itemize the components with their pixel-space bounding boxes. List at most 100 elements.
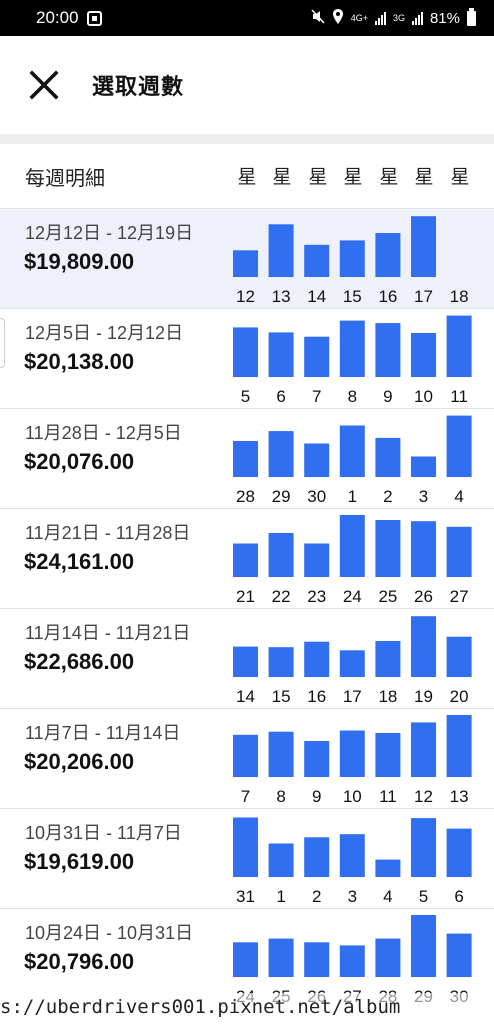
day-bar xyxy=(446,526,472,577)
day-label: 3 xyxy=(348,887,357,906)
day-bar xyxy=(233,441,258,477)
day-label: 10 xyxy=(414,387,433,406)
day-label: 24 xyxy=(343,587,362,606)
day-bar xyxy=(375,641,401,677)
day-bar xyxy=(411,616,436,677)
day-label: 25 xyxy=(378,587,397,606)
daily-bar-chart: 14 15 16 17 18 19 20 xyxy=(233,616,472,706)
day-label: 26 xyxy=(414,587,433,606)
day-bar xyxy=(233,817,258,877)
day-bar xyxy=(339,515,365,577)
day-bar xyxy=(268,843,294,877)
week-amount: $20,796.00 xyxy=(24,949,135,974)
day-bar xyxy=(446,415,472,477)
day-bar xyxy=(304,641,330,677)
day-label: 5 xyxy=(419,887,428,906)
day-bar xyxy=(375,938,401,977)
week-range: 12月5日 - 12月12日 xyxy=(25,323,184,343)
day-label: 11 xyxy=(379,787,397,806)
day-bar xyxy=(375,323,401,377)
day-bar xyxy=(375,733,401,777)
week-amount: $20,138.00 xyxy=(24,349,135,374)
day-bar xyxy=(446,933,472,977)
day-header: 星 xyxy=(414,167,434,188)
day-bar xyxy=(304,837,330,877)
day-label: 16 xyxy=(378,287,397,306)
header: 選取週數 xyxy=(0,36,494,134)
day-bar xyxy=(375,233,401,277)
week-row[interactable]: 12月12日 - 12月19日 $19,809.00 12 13 14 15 16 17 18 xyxy=(0,208,494,308)
battery-percent: 81% xyxy=(429,9,460,27)
day-label: 28 xyxy=(236,487,255,506)
day-bar xyxy=(339,650,365,677)
week-row[interactable]: 11月14日 - 11月21日 $22,686.00 14 15 16 17 18 19 20 xyxy=(0,608,494,708)
close-button[interactable] xyxy=(22,63,66,107)
day-bar xyxy=(233,543,258,577)
day-label: 14 xyxy=(236,687,255,706)
location-icon xyxy=(332,8,344,28)
day-label: 1 xyxy=(276,887,285,906)
week-row[interactable]: 12月5日 - 12月12日 $20,138.00 5 6 7 8 9 10 11 xyxy=(0,308,494,408)
day-header: 星 xyxy=(308,167,328,188)
day-bar xyxy=(304,244,330,277)
day-label: 5 xyxy=(241,387,250,406)
day-bar xyxy=(268,224,294,277)
week-row[interactable]: 11月28日 - 12月5日 $20,076.00 28 29 30 1 2 3 4 xyxy=(0,408,494,508)
day-bar xyxy=(268,731,294,777)
day-bar xyxy=(268,938,294,977)
day-label: 30 xyxy=(307,487,326,506)
signal-icon xyxy=(374,11,386,25)
week-range: 11月7日 - 11月14日 xyxy=(25,723,181,743)
weekly-detail-label: 每週明細 xyxy=(25,167,105,190)
signal-icon-2 xyxy=(411,11,423,25)
day-label: 2 xyxy=(383,487,392,506)
scroll-handle[interactable] xyxy=(0,318,5,368)
day-bar xyxy=(339,730,365,777)
daily-bar-chart: 28 29 30 1 2 3 4 xyxy=(233,415,472,506)
day-bar xyxy=(339,240,365,277)
day-label: 17 xyxy=(343,687,362,706)
day-bar xyxy=(411,818,436,877)
day-bar xyxy=(411,456,436,477)
day-bar xyxy=(411,333,436,377)
week-amount: $20,206.00 xyxy=(24,749,135,774)
day-bar xyxy=(339,425,365,477)
day-header: 星 xyxy=(272,167,292,188)
day-label: 17 xyxy=(414,287,433,306)
day-label: 7 xyxy=(312,387,321,406)
day-bar xyxy=(339,320,365,377)
day-label: 8 xyxy=(348,387,357,406)
network-type-label-2: 3G xyxy=(392,12,405,23)
day-label: 2 xyxy=(312,887,321,906)
week-row[interactable]: 10月31日 - 11月7日 $19,619.00 31 1 2 3 4 5 6 xyxy=(0,808,494,908)
day-label: 9 xyxy=(312,787,321,806)
day-label: 29 xyxy=(272,487,291,506)
day-label: 21 xyxy=(236,587,255,606)
day-bar xyxy=(411,722,436,777)
close-icon xyxy=(29,70,59,100)
week-row[interactable]: 11月7日 - 11月14日 $20,206.00 7 8 9 10 11 12 13 xyxy=(0,708,494,808)
day-bar xyxy=(375,437,401,477)
week-amount: $20,076.00 xyxy=(24,449,135,474)
day-label: 22 xyxy=(272,587,291,606)
day-bar xyxy=(446,715,472,777)
day-bar xyxy=(375,520,401,577)
week-row[interactable]: 11月21日 - 11月28日 $24,161.00 21 22 23 24 25 26 27 xyxy=(0,508,494,608)
day-header: 星 xyxy=(379,167,399,188)
watermark-text: s://uberdrivers001.pixnet.net/album xyxy=(0,993,494,1024)
week-amount: $22,686.00 xyxy=(24,649,135,674)
day-label: 6 xyxy=(454,887,463,906)
day-bar xyxy=(446,828,472,877)
day-header: 星 xyxy=(343,167,363,188)
day-bar xyxy=(411,521,436,577)
page-title: 選取週數 xyxy=(92,74,185,99)
day-label: 3 xyxy=(419,487,428,506)
day-label: 4 xyxy=(454,487,463,506)
mute-icon xyxy=(311,8,325,28)
section-divider xyxy=(0,134,494,144)
day-bar xyxy=(304,336,330,377)
day-bar xyxy=(233,646,258,677)
week-amount: $24,161.00 xyxy=(24,549,135,574)
day-label: 18 xyxy=(450,287,469,306)
day-label: 7 xyxy=(241,787,250,806)
